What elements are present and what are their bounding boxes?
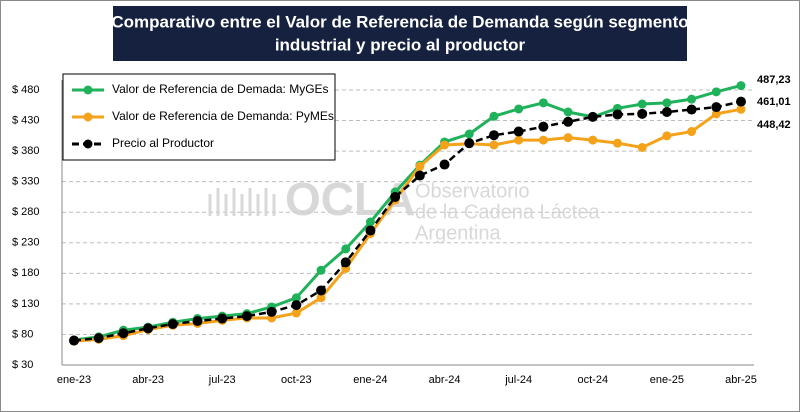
data-point [316, 293, 326, 303]
data-point [612, 138, 622, 148]
x-tick-label: oct-23 [281, 374, 312, 386]
y-tick-label: $ 130 [12, 298, 40, 310]
y-tick-label: $ 180 [12, 267, 40, 279]
legend-marker [83, 112, 93, 122]
data-point [686, 104, 697, 115]
data-point [588, 135, 598, 145]
data-point [464, 129, 474, 139]
data-point [736, 96, 746, 107]
data-point [365, 217, 375, 227]
legend-label: Precio al Productor [112, 136, 214, 150]
data-point [711, 109, 721, 119]
data-point [439, 159, 450, 170]
data-point [93, 333, 104, 344]
data-point [340, 257, 351, 268]
data-point [217, 313, 228, 324]
data-point [637, 99, 647, 109]
watermark-text: de la Cadena Láctea [415, 201, 600, 223]
watermark-icon [208, 188, 276, 216]
legend-label: Valor de Referencia de Demada: MyGEs [112, 82, 329, 96]
watermark-text: Argentina [415, 222, 501, 244]
data-point [662, 131, 672, 141]
legend-marker [83, 139, 93, 149]
chart-title: Comparativo entre el Valor de Referencia… [111, 12, 688, 31]
x-tick-label: abr-25 [725, 374, 757, 386]
x-tick-label: ene-25 [650, 374, 684, 386]
data-point [489, 111, 499, 121]
data-point [143, 323, 154, 334]
data-point [711, 87, 721, 97]
series-line [73, 107, 742, 343]
watermark-text: Observatorio [415, 180, 530, 202]
chart-title: industrial y precio al productor [275, 35, 526, 54]
data-point [687, 94, 697, 104]
data-point [563, 116, 574, 127]
data-point [341, 244, 351, 254]
data-point [661, 107, 672, 117]
data-point [291, 300, 302, 311]
x-tick-label: ene-23 [57, 374, 91, 386]
y-tick-label: $ 380 [12, 145, 40, 157]
data-point [687, 127, 697, 137]
title-box [113, 6, 687, 61]
data-point [513, 126, 524, 137]
x-tick-label: oct-24 [577, 374, 608, 386]
data-point [612, 109, 623, 120]
data-point [711, 102, 722, 113]
data-point [414, 170, 425, 181]
data-point [316, 265, 326, 275]
data-point [291, 308, 301, 318]
data-point [736, 81, 746, 91]
data-point [538, 98, 548, 108]
y-tick-label: $ 30 [12, 359, 33, 371]
y-tick-label: $ 80 [12, 328, 33, 340]
data-point [538, 135, 548, 145]
data-label: 487,23 [757, 74, 791, 86]
data-point [488, 130, 499, 141]
y-tick-label: $ 430 [12, 114, 40, 126]
data-point [637, 142, 647, 152]
data-point [415, 161, 425, 171]
data-point [390, 191, 401, 202]
data-point [192, 316, 203, 326]
x-tick-label: abr-24 [429, 374, 461, 386]
data-point [662, 98, 672, 108]
data-point [241, 311, 252, 322]
y-tick-label: $ 330 [12, 176, 40, 188]
legend-marker [83, 85, 93, 95]
y-tick-label: $ 480 [12, 84, 40, 96]
data-point [118, 328, 129, 339]
data-point [291, 293, 301, 303]
data-label: 461,01 [757, 96, 791, 108]
x-tick-label: abr-23 [132, 374, 164, 386]
y-tick-label: $ 280 [12, 206, 40, 218]
data-point [587, 111, 598, 122]
data-point [365, 225, 376, 236]
data-point [514, 104, 524, 114]
data-point [440, 140, 450, 150]
x-tick-label: ene-24 [353, 374, 387, 386]
series-line [73, 100, 742, 342]
data-point [167, 319, 178, 330]
data-point [464, 138, 475, 149]
data-label: 448,42 [757, 119, 791, 131]
data-point [316, 285, 327, 296]
data-point [563, 107, 573, 117]
x-tick-label: jul-23 [208, 374, 236, 386]
x-tick-label: jul-24 [504, 374, 532, 386]
legend-box [62, 73, 336, 161]
y-tick-label: $ 230 [12, 237, 40, 249]
legend-label: Valor de Referencia de Demanda: PyMEs [112, 109, 334, 123]
data-point [266, 306, 277, 317]
data-point [637, 108, 648, 119]
data-point [514, 135, 524, 145]
data-point [69, 335, 79, 346]
data-point [736, 104, 746, 114]
series-line [73, 84, 742, 342]
data-point [538, 121, 549, 132]
data-point [563, 133, 573, 143]
data-point [489, 140, 499, 150]
